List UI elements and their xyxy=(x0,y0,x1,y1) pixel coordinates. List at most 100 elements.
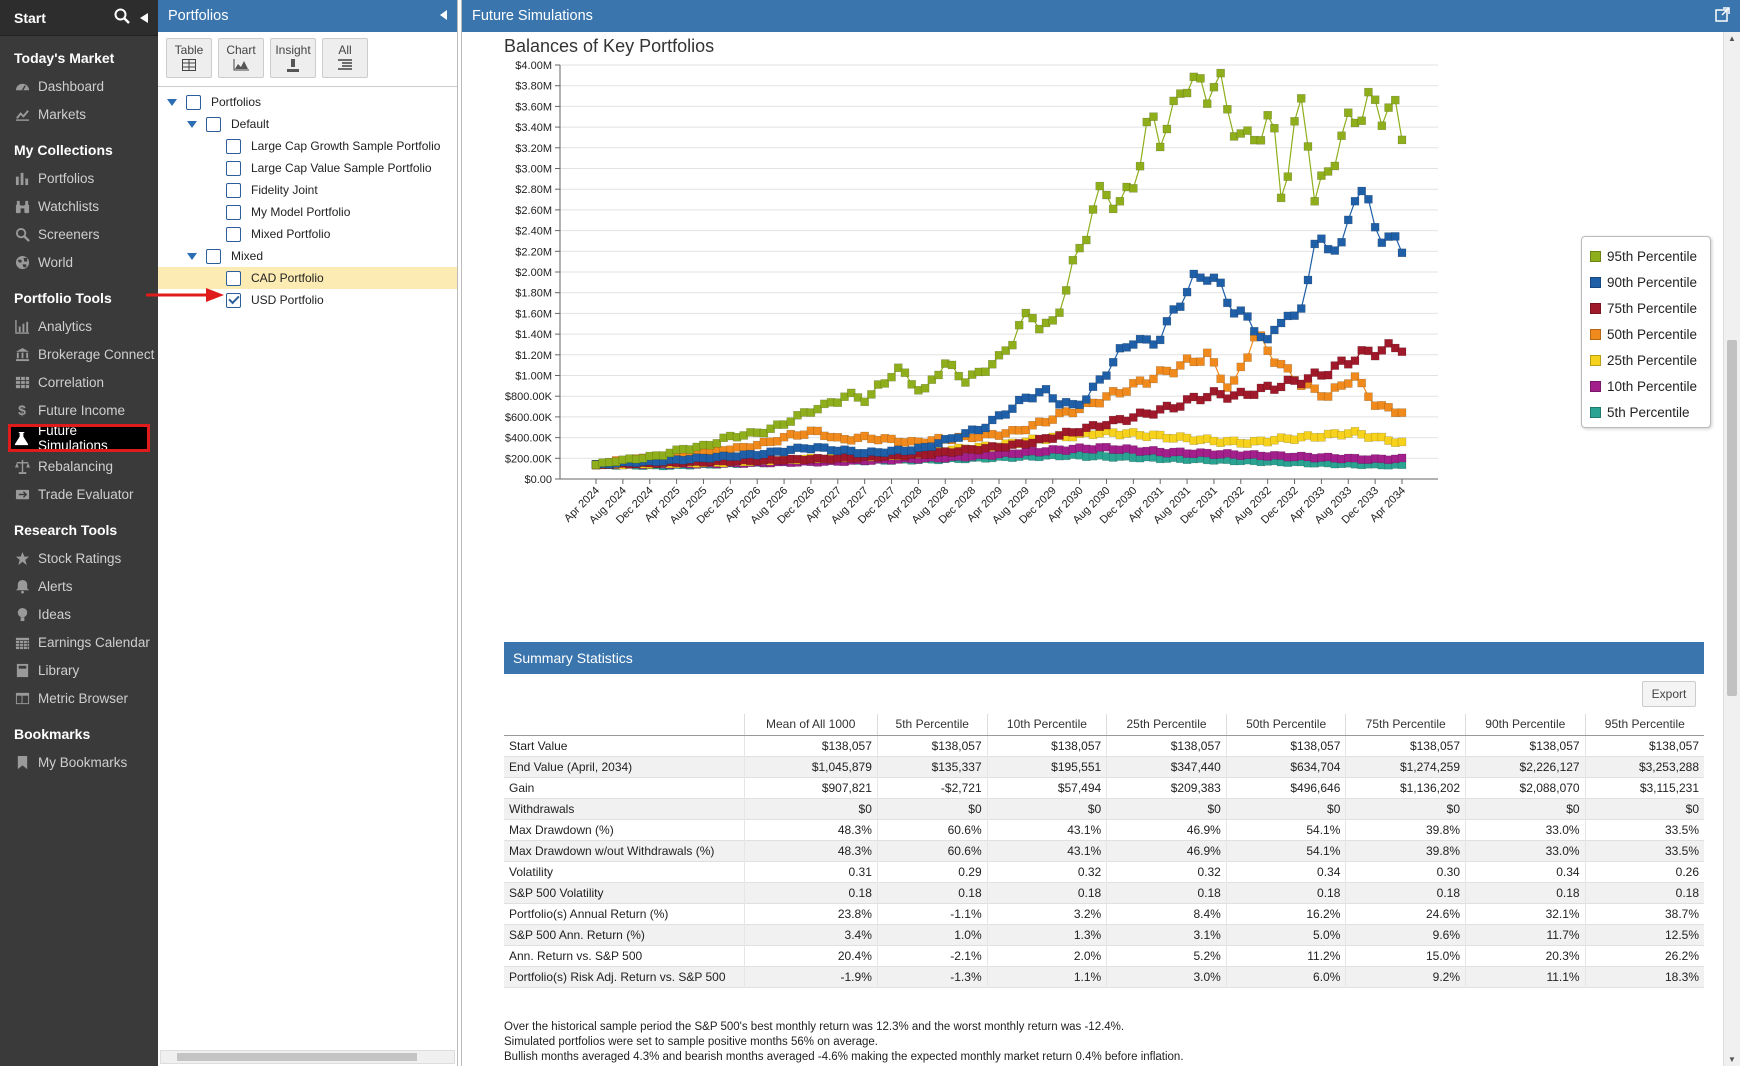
tree-node[interactable]: Default xyxy=(158,113,457,135)
data-point xyxy=(1310,384,1319,393)
tree-node[interactable]: Mixed Portfolio xyxy=(158,223,457,245)
legend-item[interactable]: 50th Percentile xyxy=(1590,321,1702,347)
data-point xyxy=(1357,116,1366,126)
nav-item-world[interactable]: World xyxy=(0,248,158,276)
table-row: Portfolio(s) Risk Adj. Return vs. S&P 50… xyxy=(504,966,1704,987)
nav-item-label: Stock Ratings xyxy=(38,550,122,566)
tree-node[interactable]: Fidelity Joint xyxy=(158,179,457,201)
trade-icon xyxy=(14,486,30,502)
search-icon[interactable] xyxy=(114,8,130,27)
tree-checkbox[interactable] xyxy=(226,182,241,198)
nav-item-brokerage-connect[interactable]: Brokerage Connect xyxy=(0,340,158,368)
expand-toggle-icon[interactable] xyxy=(186,250,198,262)
nav-item-correlation[interactable]: Correlation xyxy=(0,368,158,396)
legend-item[interactable]: 95th Percentile xyxy=(1590,243,1702,269)
collapse-left-icon[interactable] xyxy=(140,10,148,26)
data-point xyxy=(867,390,876,399)
horizontal-scrollbar[interactable] xyxy=(160,1050,455,1064)
tree-node[interactable]: Large Cap Value Sample Portfolio xyxy=(158,157,457,179)
tree-checkbox[interactable] xyxy=(226,270,241,286)
data-point xyxy=(1384,103,1393,112)
tree-checkbox[interactable] xyxy=(206,116,221,132)
nav-item-library[interactable]: Library xyxy=(0,656,158,684)
start-header[interactable]: Start xyxy=(0,0,158,36)
legend-label: 10th Percentile xyxy=(1607,378,1698,394)
bookmark-icon xyxy=(14,754,30,770)
tree-checkbox[interactable] xyxy=(206,248,221,264)
data-point xyxy=(1055,308,1064,317)
expand-toggle-icon[interactable] xyxy=(186,118,198,130)
table-cell: $138,057 xyxy=(986,735,1107,756)
y-tick-label: $3.00M xyxy=(515,164,552,176)
data-point xyxy=(1209,358,1219,367)
scroll-up-icon[interactable]: ▲ xyxy=(1728,34,1736,43)
nav-item-trade-evaluator[interactable]: Trade Evaluator xyxy=(0,480,158,508)
chart-view-button[interactable]: Chart xyxy=(218,38,264,78)
insight-view-button[interactable]: Insight xyxy=(270,38,316,78)
data-point xyxy=(1397,347,1407,356)
column-header: 5th Percentile xyxy=(876,714,988,736)
nav-item-markets[interactable]: Markets xyxy=(0,100,158,128)
tree-checkbox[interactable] xyxy=(226,292,241,308)
data-point xyxy=(1330,161,1340,171)
summary-title: Summary Statistics xyxy=(513,650,633,666)
scrollbar-thumb[interactable] xyxy=(1727,340,1737,696)
nav-item-rebalancing[interactable]: Rebalancing xyxy=(0,452,158,480)
scroll-down-icon[interactable]: ▼ xyxy=(1728,1055,1736,1064)
nav-item-alerts[interactable]: Alerts xyxy=(0,572,158,600)
popout-icon[interactable] xyxy=(1715,7,1730,25)
red-arrow-annotation xyxy=(146,287,226,306)
tree-node[interactable]: My Model Portfolio xyxy=(158,201,457,223)
data-point xyxy=(1001,346,1010,355)
legend-label: 75th Percentile xyxy=(1607,300,1698,316)
nav-item-future-simulations[interactable]: Future Simulations xyxy=(8,423,150,453)
nav-item-analytics[interactable]: Analytics xyxy=(0,312,158,340)
legend-item[interactable]: 75th Percentile xyxy=(1590,295,1702,321)
data-point xyxy=(954,371,963,381)
tree-node[interactable]: CAD Portfolio xyxy=(158,267,457,289)
vertical-scrollbar[interactable]: ▲ ▼ xyxy=(1723,32,1740,1066)
nav-item-my-bookmarks[interactable]: My Bookmarks xyxy=(0,748,158,776)
legend-label: 50th Percentile xyxy=(1607,326,1698,342)
tree-checkbox[interactable] xyxy=(186,94,201,110)
tree-node[interactable]: USD Portfolio xyxy=(158,289,457,311)
tree-checkbox[interactable] xyxy=(226,160,241,176)
table-cell: $138,057 xyxy=(876,735,988,756)
legend-swatch xyxy=(1590,380,1601,392)
legend-swatch xyxy=(1590,354,1601,366)
nav-item-ideas[interactable]: Ideas xyxy=(0,600,158,628)
data-point xyxy=(1202,392,1212,402)
nav-item-earnings-calendar[interactable]: Earnings Calendar xyxy=(0,628,158,656)
scrollbar-thumb[interactable] xyxy=(177,1053,417,1061)
legend-item[interactable]: 25th Percentile xyxy=(1590,347,1702,373)
nav-item-screeners[interactable]: Screeners xyxy=(0,220,158,248)
main-title: Future Simulations xyxy=(472,8,593,24)
tree-checkbox[interactable] xyxy=(226,204,241,220)
data-point xyxy=(853,393,863,402)
legend-item[interactable]: 5th Percentile xyxy=(1590,399,1702,425)
expand-toggle-icon[interactable] xyxy=(166,96,178,108)
row-label: Ann. Return vs. S&P 500 xyxy=(509,948,643,963)
table-view-button[interactable]: Table xyxy=(166,38,212,78)
all-view-button[interactable]: All xyxy=(322,38,368,78)
nav-item-label: Portfolios xyxy=(38,170,95,186)
nav-item-future-income[interactable]: $ Future Income xyxy=(0,396,158,424)
tree-checkbox[interactable] xyxy=(226,226,241,242)
legend-item[interactable]: 90th Percentile xyxy=(1590,269,1702,295)
tree-node[interactable]: Mixed xyxy=(158,245,457,267)
data-point xyxy=(1048,415,1057,424)
nav-item-stock-ratings[interactable]: Stock Ratings xyxy=(0,544,158,572)
row-label: Portfolio(s) Risk Adj. Return vs. S&P 50… xyxy=(504,966,744,987)
tree-node[interactable]: Portfolios xyxy=(158,91,457,113)
table-cell: 33.5% xyxy=(1584,819,1704,840)
collapse-panel-icon[interactable] xyxy=(440,9,447,23)
nav-item-portfolios[interactable]: Portfolios xyxy=(0,164,158,192)
export-button[interactable]: Export xyxy=(1642,681,1696,707)
legend-item[interactable]: 10th Percentile xyxy=(1590,373,1702,399)
nav-item-watchlists[interactable]: Watchlists xyxy=(0,192,158,220)
nav-item-metric-browser[interactable]: Metric Browser xyxy=(0,684,158,712)
tree-checkbox[interactable] xyxy=(226,138,241,154)
nav-item-label: Correlation xyxy=(38,374,105,390)
tree-node[interactable]: Large Cap Growth Sample Portfolio xyxy=(158,135,457,157)
nav-item-dashboard[interactable]: Dashboard xyxy=(0,72,158,100)
